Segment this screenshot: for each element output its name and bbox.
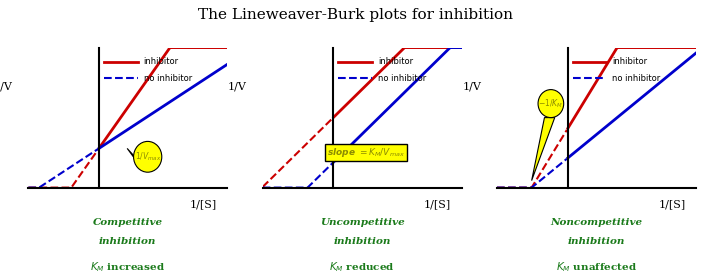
Text: The Lineweaver-Burk plots for inhibition: The Lineweaver-Burk plots for inhibition [197, 8, 513, 22]
Text: no inhibitor: no inhibitor [143, 74, 192, 83]
Text: inhibition: inhibition [568, 237, 625, 246]
Text: Uncompetitive: Uncompetitive [320, 218, 405, 227]
Text: inhibition: inhibition [334, 237, 391, 246]
Text: $V_{max}$ reduced: $V_{max}$ reduced [559, 279, 634, 280]
Text: inhibitor: inhibitor [612, 57, 648, 66]
Text: $K_M$ unaffected: $K_M$ unaffected [556, 260, 637, 274]
Text: $K_M$ reduced: $K_M$ reduced [329, 260, 395, 274]
Text: Competitive: Competitive [93, 218, 163, 227]
Text: $K_M$ increased: $K_M$ increased [90, 260, 165, 274]
Text: 1/V: 1/V [228, 82, 247, 92]
Text: $V_{max}$ reduced: $V_{max}$ reduced [324, 279, 400, 280]
Polygon shape [532, 118, 555, 181]
Text: $-1/K_M$: $-1/K_M$ [538, 97, 564, 110]
Text: no inhibitor: no inhibitor [378, 74, 426, 83]
Text: 1/[S]: 1/[S] [190, 199, 217, 209]
Circle shape [133, 141, 162, 172]
Text: Noncompetitive: Noncompetitive [550, 218, 643, 227]
Text: no inhibitor: no inhibitor [612, 74, 660, 83]
Circle shape [538, 90, 564, 118]
Text: 1/V: 1/V [0, 82, 13, 92]
Text: inhibition: inhibition [99, 237, 156, 246]
Polygon shape [127, 148, 138, 162]
Text: 1/[S]: 1/[S] [658, 199, 686, 209]
Text: $V_{max}$ unaffected: $V_{max}$ unaffected [82, 279, 173, 280]
Text: 1/[S]: 1/[S] [424, 199, 452, 209]
Text: $1/V_{max}$: $1/V_{max}$ [134, 151, 161, 163]
Text: slope $= K_M/V_{max}$: slope $= K_M/V_{max}$ [327, 146, 405, 159]
Text: 1/V: 1/V [462, 82, 481, 92]
Text: inhibitor: inhibitor [378, 57, 413, 66]
Text: inhibitor: inhibitor [143, 57, 179, 66]
